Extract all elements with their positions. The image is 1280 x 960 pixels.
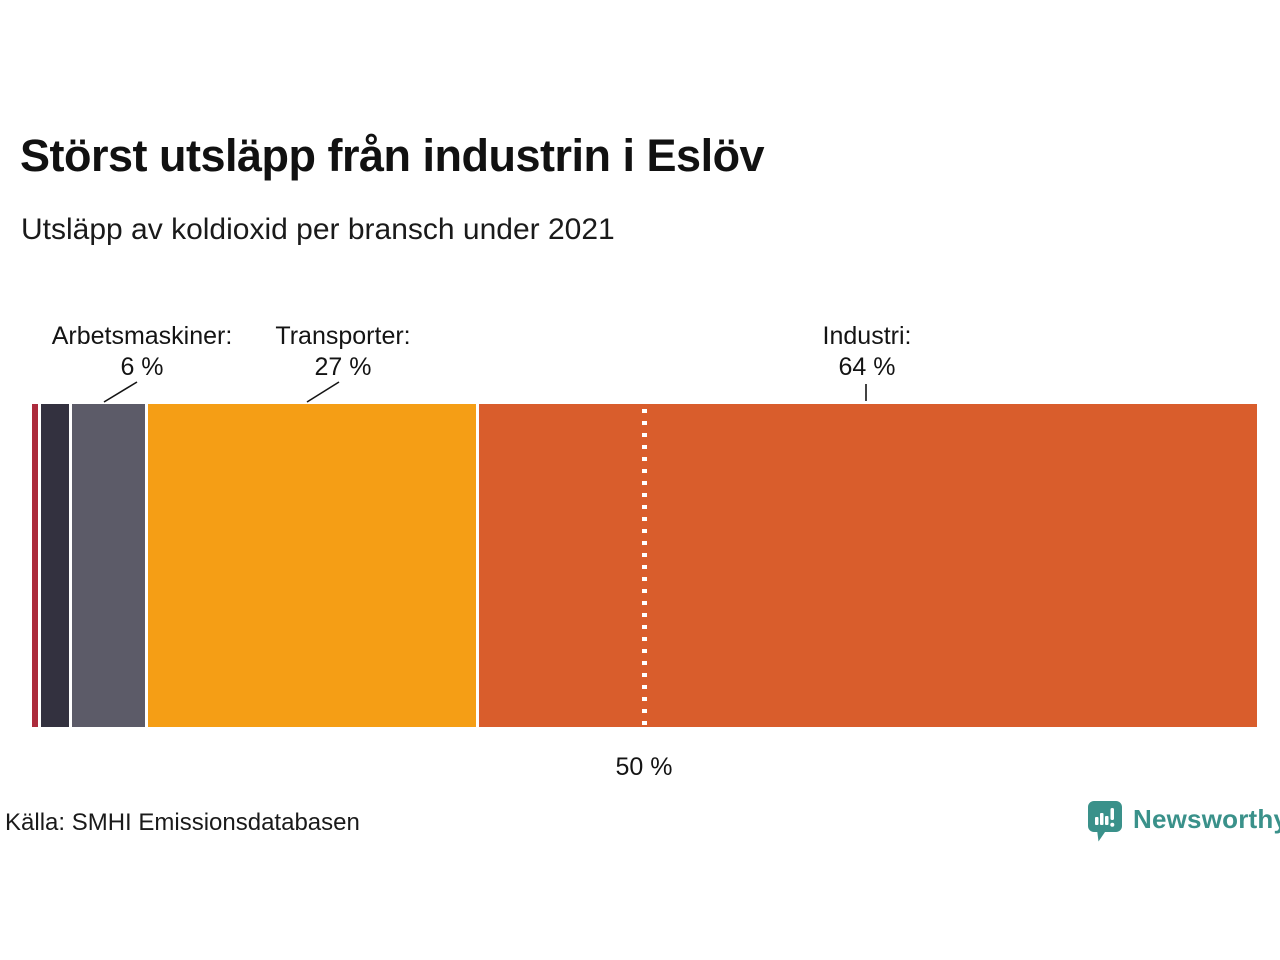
reference-line-label: 50 % [615,753,673,781]
bar-segment-unlabeled-2 [41,404,70,727]
page-title: Störst utsläpp från industrin i Eslöv [20,130,765,181]
icon-exclamation-stem [1110,808,1114,820]
icon-bar-1 [1095,817,1099,825]
bar-segment-arbetsmaskiner [72,404,145,727]
newsworthy-logo: Newsworthy [1086,800,1280,844]
leader-line-arbetsmaskiner [103,381,138,403]
annotation-label: Industri: [822,322,912,350]
bar-segment-unlabeled-1 [32,404,39,727]
icon-bar-3 [1105,816,1109,825]
annotation-arbetsmaskiner: Arbetsmaskiner: 6 % [52,321,233,383]
annotation-value: 6 % [120,353,164,381]
annotation-transporter: Transporter: 27 % [275,321,410,383]
icon-exclamation-dot [1110,822,1115,827]
newsworthy-icon [1088,801,1122,842]
annotation-label: Arbetsmaskiner: [51,322,233,350]
annotation-industri: Industri: 64 % [823,321,912,383]
stacked-bar [32,404,1257,727]
annotation-value: 27 % [314,353,372,381]
newsworthy-wordmark: Newsworthy [1133,804,1280,834]
icon-bar-2 [1100,813,1104,825]
annotation-value: 64 % [838,353,896,381]
chart-subtitle: Utsläpp av koldioxid per bransch under 2… [21,213,615,246]
reference-line [642,409,647,725]
source-text: Källa: SMHI Emissionsdatabasen [5,809,360,836]
leader-line-transporter [306,381,340,403]
bar-segment-transporter [147,404,477,727]
bar-segment-industri [479,404,1257,727]
annotation-label: Transporter: [275,322,411,350]
